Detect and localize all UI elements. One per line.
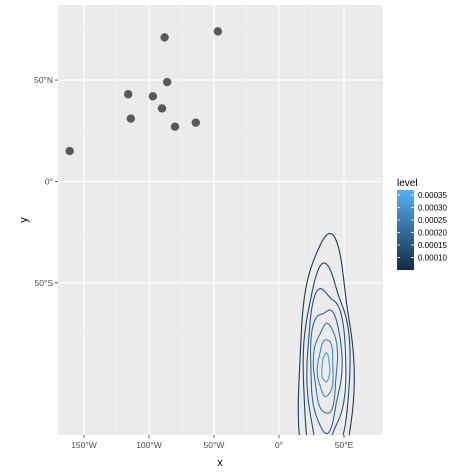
legend-label: 0.00025 bbox=[418, 216, 447, 225]
density-contour bbox=[310, 309, 343, 435]
data-point bbox=[163, 77, 172, 87]
density-contour bbox=[312, 322, 339, 414]
density-contours bbox=[297, 232, 355, 435]
density-contour bbox=[316, 339, 334, 398]
y-axis-ticks: 50°N 0° 50°S bbox=[34, 75, 58, 288]
y-axis-title: y bbox=[18, 217, 30, 223]
data-point bbox=[126, 114, 135, 123]
x-tick-label: 150°W bbox=[71, 440, 97, 450]
x-tick-label: 50°W bbox=[204, 440, 225, 450]
data-point bbox=[160, 33, 169, 42]
legend-labels: 0.00035 0.00030 0.00025 0.00020 0.00015 0.000… bbox=[397, 191, 447, 263]
x-tick-label: 50°E bbox=[335, 440, 354, 450]
data-point bbox=[191, 118, 200, 127]
legend-title: level bbox=[397, 178, 418, 189]
density-contour bbox=[321, 352, 331, 383]
legend-label: 0.00020 bbox=[418, 229, 447, 238]
major-gridlines bbox=[58, 5, 383, 435]
data-point bbox=[148, 92, 158, 101]
legend-label: 0.00035 bbox=[418, 191, 447, 200]
data-point bbox=[65, 146, 74, 156]
data-point bbox=[213, 27, 223, 36]
y-tick-label: 50°S bbox=[34, 278, 53, 288]
plot-panel bbox=[58, 5, 383, 435]
density-contour bbox=[297, 232, 355, 435]
x-axis-title: x bbox=[217, 457, 223, 469]
y-tick-label: 50°N bbox=[34, 75, 53, 85]
legend-colorbar bbox=[397, 190, 414, 270]
scatter-points bbox=[65, 27, 223, 156]
legend-label: 0.00010 bbox=[418, 254, 447, 263]
x-tick-label: 100°W bbox=[136, 440, 162, 450]
legend: level 0.00035 0.00030 0.00025 0.00020 0.0001… bbox=[397, 178, 447, 270]
density-contour bbox=[302, 262, 351, 435]
x-tick-label: 0° bbox=[275, 440, 283, 450]
data-point bbox=[124, 90, 133, 99]
density-contour bbox=[306, 288, 347, 435]
y-tick-label: 0° bbox=[45, 176, 53, 186]
data-point bbox=[170, 122, 180, 131]
x-axis-ticks: 150°W 100°W 50°W 0° 50°E bbox=[71, 435, 354, 450]
legend-label: 0.00030 bbox=[418, 204, 447, 213]
legend-label: 0.00015 bbox=[418, 241, 447, 250]
data-point bbox=[157, 104, 167, 113]
